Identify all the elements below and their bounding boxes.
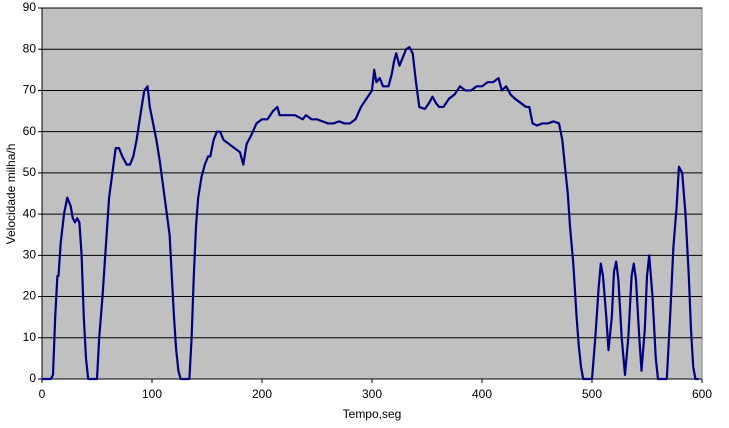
data-line [42,46,699,381]
x-tick-label: 300 [362,387,382,401]
x-axis-label: Tempo,seg [343,407,402,421]
x-tick-label: 0 [39,387,46,401]
x-tick-label: 400 [472,387,492,401]
y-tick-label: 60 [23,124,37,138]
y-tick-label: 0 [29,371,36,385]
y-tick-label: 20 [23,289,37,303]
x-tick-label: 600 [692,387,712,401]
y-tick-label: 30 [23,248,37,262]
x-tick-label: 200 [252,387,272,401]
x-tick-label: 100 [142,387,162,401]
y-tick-label: 40 [23,206,37,220]
plot-area [41,7,703,380]
y-tick-label: 70 [23,83,37,97]
y-tick-label: 90 [23,0,37,14]
x-tick-label: 500 [582,387,602,401]
y-tick-label: 80 [23,41,37,55]
y-tick-label: 10 [23,330,37,344]
y-tick-label: 50 [23,165,37,179]
y-axis-label: Velocidade milha/h [4,144,18,245]
